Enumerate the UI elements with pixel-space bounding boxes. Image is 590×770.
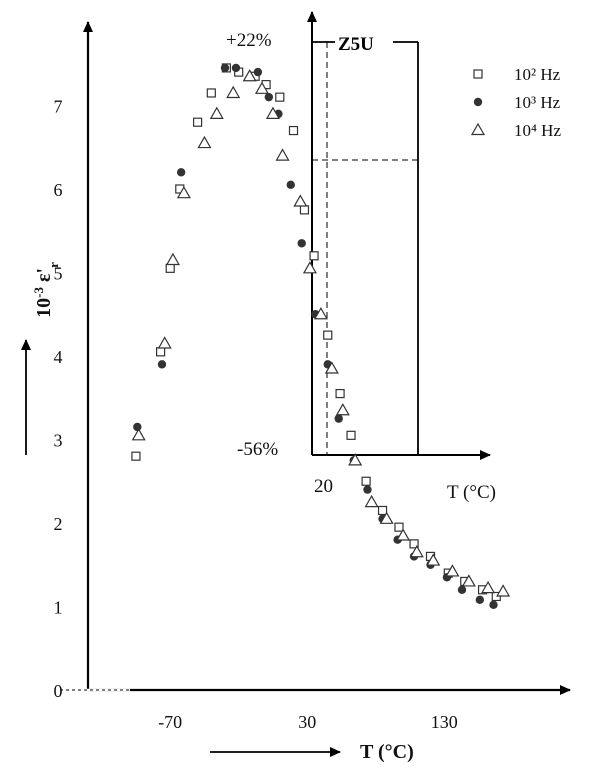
y-tick-label: 0 — [54, 681, 63, 701]
data-point — [193, 117, 203, 127]
data-point — [323, 330, 333, 340]
inset-x-tick-label: 20 — [314, 476, 333, 497]
data-point — [363, 485, 372, 494]
y-tick-label: 5 — [54, 264, 63, 284]
data-point — [131, 451, 141, 461]
x-tick-label: 30 — [298, 712, 316, 732]
y-tick-label: 1 — [54, 598, 63, 618]
data-point — [253, 67, 263, 77]
data-point — [206, 88, 216, 98]
data-point — [165, 263, 175, 273]
data-point — [324, 361, 339, 374]
data-point — [334, 414, 343, 423]
data-point — [264, 92, 274, 102]
data-point — [335, 403, 350, 416]
data-point — [461, 574, 476, 587]
inset-lower-label: -56% — [237, 439, 278, 460]
data-point — [299, 205, 310, 215]
legend: 10² Hz 10³ Hz 10⁴ Hz — [470, 65, 561, 140]
y-tick-labels: 0 1 2 3 4 5 6 7 — [54, 97, 63, 702]
data-points — [131, 63, 511, 610]
inset-label-background — [335, 30, 393, 54]
data-point — [209, 106, 224, 119]
data-point — [364, 494, 379, 508]
inset-label: Z5U — [338, 34, 374, 55]
data-point — [481, 580, 496, 594]
data-point — [379, 511, 394, 524]
legend-marker — [473, 97, 483, 107]
data-point — [426, 553, 441, 566]
data-point — [409, 539, 419, 549]
y-tick-label: 7 — [54, 97, 63, 117]
data-point — [302, 261, 317, 274]
data-point — [242, 69, 257, 82]
data-point — [309, 251, 319, 261]
data-point — [165, 252, 180, 266]
data-point — [335, 388, 345, 399]
data-point — [496, 584, 511, 597]
data-point — [475, 595, 485, 605]
data-point — [133, 422, 142, 432]
data-point — [457, 585, 467, 594]
data-point — [348, 453, 363, 466]
inset-x-axis-label: T (°C) — [447, 482, 496, 503]
legend-marker — [470, 122, 486, 136]
data-point — [226, 85, 241, 99]
data-point — [396, 528, 411, 541]
data-point — [254, 81, 270, 94]
data-point — [288, 125, 299, 136]
data-point — [293, 194, 308, 207]
inset-upper-label: +22% — [226, 30, 272, 51]
data-point — [409, 545, 424, 558]
data-point — [489, 600, 498, 610]
legend-label: 10⁴ Hz — [514, 121, 561, 140]
data-point — [297, 239, 306, 248]
x-tick-label: -70 — [158, 712, 182, 732]
data-point — [377, 505, 388, 516]
data-point — [176, 168, 186, 177]
data-point — [394, 522, 404, 532]
legend-label: 10² Hz — [514, 65, 561, 84]
x-tick-label: 130 — [431, 712, 458, 732]
x-tick-labels: -70 30 130 — [158, 712, 458, 732]
data-point — [176, 185, 191, 199]
data-point — [157, 336, 172, 349]
data-point — [346, 430, 356, 440]
data-point — [197, 135, 212, 149]
data-point — [265, 106, 280, 119]
data-point — [220, 63, 230, 73]
legend-label: 10³ Hz — [514, 93, 561, 112]
data-point — [313, 307, 328, 320]
z5u-inset: Z5U +22% -56% 20 T (°C) — [226, 11, 496, 503]
data-point — [361, 476, 371, 486]
x-axis-title: T (°C) — [360, 741, 414, 763]
data-point — [231, 63, 241, 73]
y-tick-label: 4 — [54, 347, 63, 367]
data-point — [286, 180, 295, 190]
data-point — [275, 92, 285, 102]
data-point — [275, 148, 290, 161]
y-tick-label: 2 — [54, 514, 63, 534]
y-tick-label: 6 — [54, 180, 63, 200]
data-point — [156, 347, 166, 357]
data-point — [157, 360, 167, 369]
legend-marker — [473, 69, 483, 79]
data-point — [131, 428, 146, 441]
y-tick-label: 3 — [54, 431, 63, 451]
data-point — [445, 564, 460, 577]
